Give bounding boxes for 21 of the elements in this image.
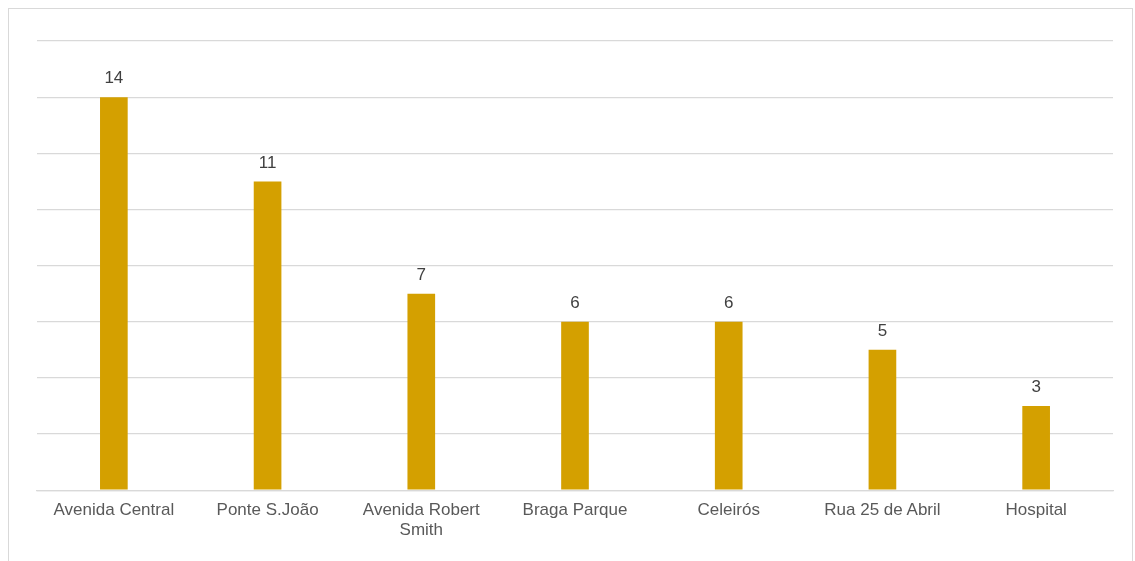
x-tick-label: Hospital (1005, 500, 1067, 520)
bar (253, 181, 282, 490)
x-tick-label: Avenida Robert Smith (362, 500, 480, 540)
data-label: 14 (104, 68, 124, 88)
bar (868, 349, 897, 490)
x-tick-label: Rua 25 de Abril (824, 500, 941, 520)
bar (1022, 405, 1050, 490)
bar (714, 321, 743, 490)
x-tick-label: Celeirós (697, 500, 760, 520)
data-label: 5 (877, 321, 888, 341)
data-label: 6 (570, 292, 580, 312)
data-label: 3 (1031, 377, 1041, 397)
data-label: 7 (416, 264, 427, 284)
x-tick-label: Braga Parque (522, 500, 628, 520)
bar (407, 293, 436, 490)
x-tick-label: Ponte S.João (216, 500, 319, 520)
bar (100, 97, 128, 490)
data-label: 11 (258, 152, 277, 172)
bar (561, 321, 589, 490)
data-label: 6 (723, 292, 734, 312)
x-tick-label: Avenida Central (53, 500, 175, 520)
